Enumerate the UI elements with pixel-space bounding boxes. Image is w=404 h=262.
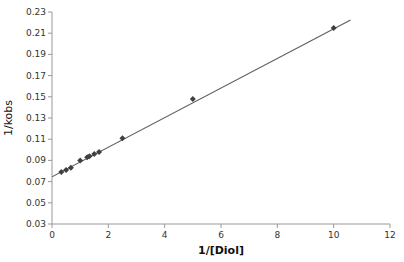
- x-tick-label: 12: [384, 230, 395, 240]
- y-tick-label: 0.19: [26, 49, 46, 59]
- plot-area: [52, 20, 351, 177]
- y-tick-label: 0.21: [26, 28, 46, 38]
- x-tick-label: 10: [328, 230, 340, 240]
- y-tick-label: 0.05: [26, 198, 46, 208]
- data-point: [190, 96, 196, 102]
- y-tick-label: 0.07: [26, 177, 46, 187]
- x-tick-label: 2: [105, 230, 111, 240]
- y-tick: [48, 224, 52, 225]
- y-tick: [48, 181, 52, 182]
- data-point: [96, 149, 102, 155]
- y-tick: [48, 160, 52, 161]
- x-tick-label: 8: [274, 230, 280, 240]
- data-point: [68, 165, 74, 171]
- y-tick-label: 0.15: [26, 92, 46, 102]
- y-tick: [48, 96, 52, 97]
- x-tick: [221, 224, 222, 228]
- x-tick-label: 0: [49, 230, 55, 240]
- fit-line: [52, 20, 351, 177]
- data-point: [77, 157, 83, 163]
- x-tick: [277, 224, 278, 228]
- data-point: [331, 25, 337, 31]
- x-tick: [108, 224, 109, 228]
- y-tick-label: 0.09: [26, 155, 46, 165]
- y-tick: [48, 33, 52, 34]
- y-tick: [48, 75, 52, 76]
- x-tick: [390, 224, 391, 228]
- y-tick-label: 0.13: [26, 113, 46, 123]
- x-tick: [52, 224, 53, 228]
- x-tick: [333, 224, 334, 228]
- y-tick-label: 0.23: [26, 7, 46, 17]
- x-axis-label: 1/[Diol]: [198, 244, 244, 257]
- x-tick-label: 4: [162, 230, 168, 240]
- x-tick: [164, 224, 165, 228]
- y-tick: [48, 139, 52, 140]
- y-axis-label: 1/kobs: [2, 100, 15, 136]
- y-tick: [48, 54, 52, 55]
- chart: 0 2 4 6 8 10 12 0.03 0.05 0.07 0.09 0.11 0.13 0.15 0.1…: [0, 0, 404, 262]
- y-tick-label: 0.17: [26, 71, 46, 81]
- y-tick-label: 0.03: [26, 219, 46, 229]
- x-tick-label: 6: [218, 230, 224, 240]
- y-tick: [48, 118, 52, 119]
- y-tick: [48, 202, 52, 203]
- y-tick-label: 0.11: [26, 134, 46, 144]
- y-tick: [48, 12, 52, 13]
- data-point: [119, 135, 125, 141]
